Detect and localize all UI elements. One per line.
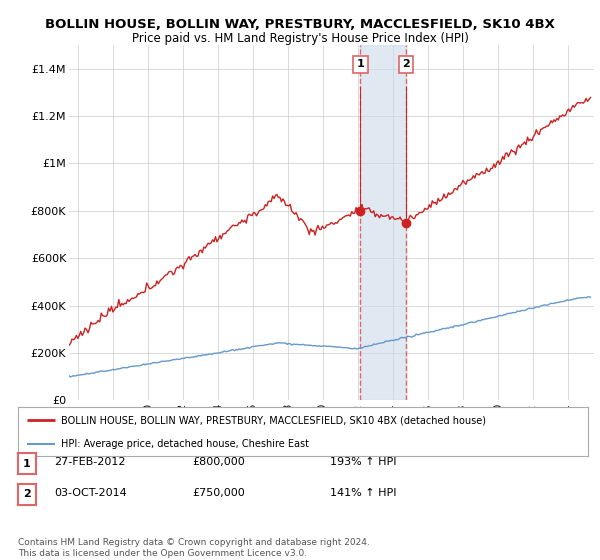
Text: 2: 2 — [23, 489, 31, 500]
Text: £750,000: £750,000 — [192, 488, 245, 498]
Text: HPI: Average price, detached house, Cheshire East: HPI: Average price, detached house, Ches… — [61, 439, 309, 449]
Text: 1: 1 — [356, 59, 364, 69]
Text: Price paid vs. HM Land Registry's House Price Index (HPI): Price paid vs. HM Land Registry's House … — [131, 32, 469, 45]
Text: BOLLIN HOUSE, BOLLIN WAY, PRESTBURY, MACCLESFIELD, SK10 4BX (detached house): BOLLIN HOUSE, BOLLIN WAY, PRESTBURY, MAC… — [61, 416, 486, 426]
Bar — [361, 45, 406, 400]
Text: 141% ↑ HPI: 141% ↑ HPI — [330, 488, 397, 498]
Text: £800,000: £800,000 — [192, 457, 245, 467]
Text: 03-OCT-2014: 03-OCT-2014 — [54, 488, 127, 498]
Text: BOLLIN HOUSE, BOLLIN WAY, PRESTBURY, MACCLESFIELD, SK10 4BX: BOLLIN HOUSE, BOLLIN WAY, PRESTBURY, MAC… — [45, 18, 555, 31]
Text: 193% ↑ HPI: 193% ↑ HPI — [330, 457, 397, 467]
Text: 1: 1 — [23, 459, 31, 469]
Text: 2: 2 — [402, 59, 410, 69]
Text: Contains HM Land Registry data © Crown copyright and database right 2024.
This d: Contains HM Land Registry data © Crown c… — [18, 538, 370, 558]
Text: 27-FEB-2012: 27-FEB-2012 — [54, 457, 125, 467]
